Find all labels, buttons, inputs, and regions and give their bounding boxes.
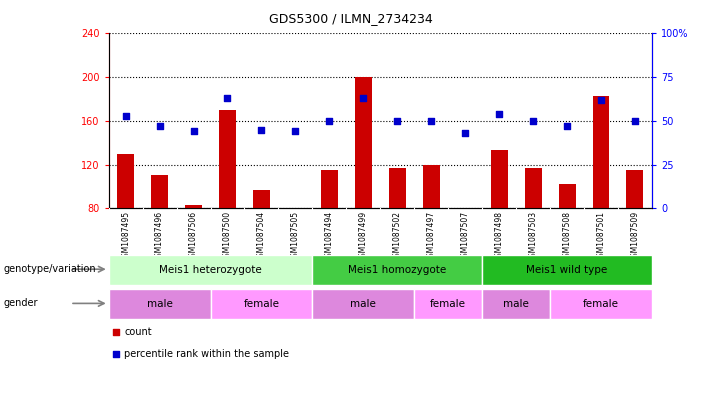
Bar	[524, 168, 542, 208]
Text: GSM1087495: GSM1087495	[121, 211, 130, 262]
Bar	[313, 288, 414, 319]
Bar	[210, 288, 313, 319]
Bar	[592, 96, 609, 208]
Point	[392, 118, 403, 124]
Bar	[423, 165, 440, 208]
Text: GSM1087498: GSM1087498	[495, 211, 503, 262]
Text: female: female	[243, 299, 280, 309]
Point	[595, 97, 606, 103]
Text: female: female	[430, 299, 466, 309]
Bar	[321, 170, 338, 208]
Text: GSM1087497: GSM1087497	[427, 211, 436, 262]
Bar	[482, 288, 550, 319]
Text: gender: gender	[4, 298, 38, 308]
Bar	[185, 205, 202, 208]
Text: count: count	[124, 327, 151, 337]
Point	[629, 118, 641, 124]
Text: female: female	[583, 299, 619, 309]
Text: Meis1 heterozygote: Meis1 heterozygote	[159, 265, 262, 275]
Bar	[117, 154, 134, 208]
Point	[110, 351, 121, 357]
Bar	[550, 288, 652, 319]
Text: GSM1087506: GSM1087506	[189, 211, 198, 262]
Text: GDS5300 / ILMN_2734234: GDS5300 / ILMN_2734234	[268, 12, 433, 25]
Text: genotype/variation: genotype/variation	[4, 264, 96, 274]
Text: male: male	[350, 299, 376, 309]
Text: GSM1087509: GSM1087509	[630, 211, 639, 262]
Bar	[219, 110, 236, 208]
Text: GSM1087505: GSM1087505	[291, 211, 300, 262]
Text: GSM1087502: GSM1087502	[393, 211, 402, 262]
Point	[256, 127, 267, 133]
Bar	[627, 170, 644, 208]
Text: GSM1087507: GSM1087507	[461, 211, 470, 262]
Point	[494, 111, 505, 117]
Point	[324, 118, 335, 124]
Point	[154, 123, 165, 129]
Bar	[491, 151, 508, 208]
Point	[110, 329, 121, 335]
Bar	[389, 168, 406, 208]
Bar	[109, 255, 313, 285]
Text: GSM1087499: GSM1087499	[359, 211, 368, 262]
Text: GSM1087496: GSM1087496	[155, 211, 164, 262]
Point	[222, 95, 233, 101]
Bar	[559, 184, 576, 208]
Text: GSM1087504: GSM1087504	[257, 211, 266, 262]
Bar	[109, 288, 210, 319]
Bar	[151, 176, 168, 208]
Bar	[313, 255, 482, 285]
Text: Meis1 homozygote: Meis1 homozygote	[348, 265, 447, 275]
Point	[120, 112, 131, 119]
Point	[562, 123, 573, 129]
Point	[460, 130, 471, 136]
Bar	[355, 77, 372, 208]
Bar	[482, 255, 652, 285]
Text: GSM1087503: GSM1087503	[529, 211, 538, 262]
Text: GSM1087500: GSM1087500	[223, 211, 232, 262]
Point	[188, 128, 199, 134]
Bar	[253, 190, 270, 208]
Text: percentile rank within the sample: percentile rank within the sample	[124, 349, 289, 359]
Text: GSM1087501: GSM1087501	[597, 211, 606, 262]
Bar	[414, 288, 482, 319]
Text: GSM1087508: GSM1087508	[562, 211, 571, 262]
Text: GSM1087494: GSM1087494	[325, 211, 334, 262]
Text: Meis1 wild type: Meis1 wild type	[526, 265, 608, 275]
Text: male: male	[503, 299, 529, 309]
Point	[358, 95, 369, 101]
Point	[527, 118, 538, 124]
Text: male: male	[147, 299, 172, 309]
Point	[290, 128, 301, 134]
Point	[426, 118, 437, 124]
